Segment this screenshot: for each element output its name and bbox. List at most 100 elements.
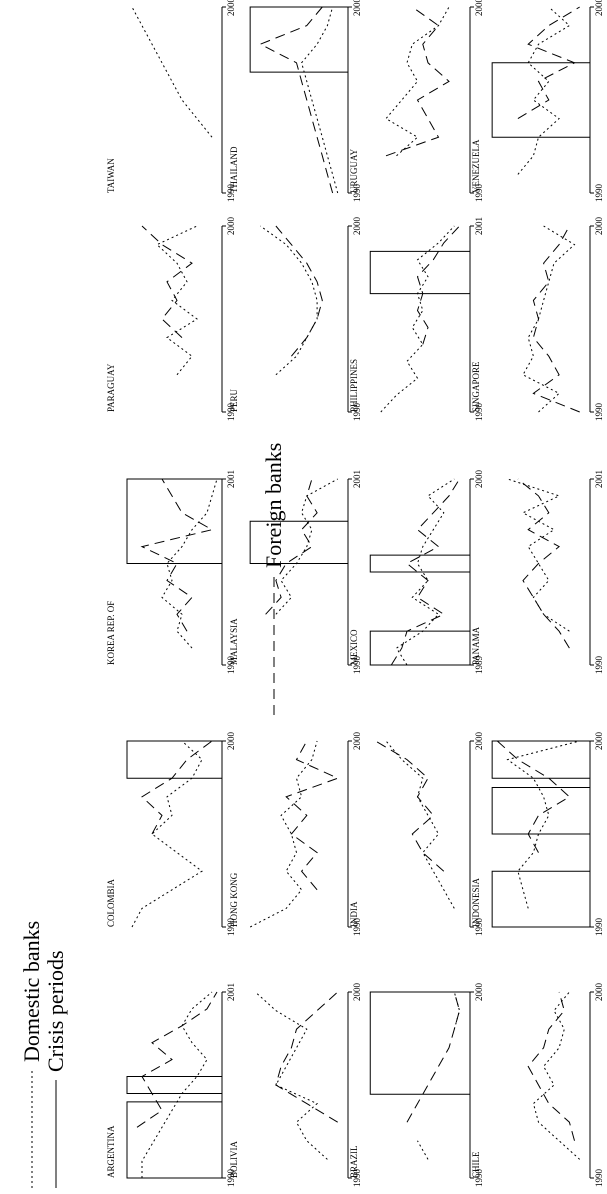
axis-tick-label: 1990 [594, 1169, 604, 1188]
panel-title: HONG KONG [229, 872, 239, 927]
axis-tick-label: 2000 [594, 732, 604, 751]
panel-title: PANAMA [471, 626, 481, 665]
axis-tick-label: 1990 [352, 184, 362, 203]
panel-title: VENEZUELA [471, 139, 481, 193]
panel-uruguay: 1990 2000 URUGUAY [349, 0, 484, 202]
panel-title: CHILE [471, 1151, 481, 1178]
panel-malaysia: 1990 2001 MALAYSIA [229, 470, 362, 674]
series-line-domestic-banks [517, 6, 571, 175]
series-line-foreign-banks [517, 6, 580, 120]
series-line-foreign-banks [275, 225, 323, 357]
series-line-domestic-banks [506, 740, 580, 909]
axis-tick-label: 2000 [594, 0, 604, 16]
series-line-foreign-banks [285, 740, 340, 891]
axis-tick-label: 1990 [594, 403, 604, 422]
series-line-domestic-banks [131, 6, 213, 138]
series-line-foreign-banks [141, 740, 213, 835]
series-line-foreign-banks [265, 478, 318, 615]
crisis-period [491, 740, 590, 779]
panel-paraguay: 1990 2000 PARAGUAY [106, 217, 236, 422]
crisis-period [369, 554, 470, 573]
panel-hong-kong: 1990 2000 HONG KONG [229, 732, 362, 937]
series-line-foreign-banks [532, 225, 580, 413]
axis-tick-label: 2000 [474, 732, 484, 751]
panel-title: INDIA [349, 901, 359, 927]
legend-foreign-label: Foreign banks [261, 443, 286, 568]
panel-thailand: 1990 2000 THAILAND [229, 0, 362, 202]
panel-peru: 1990 2000 PERU [229, 217, 362, 422]
series-line-foreign-banks [390, 478, 460, 666]
legend-domestic-label: Domestic banks [19, 921, 44, 1062]
axis-tick-label: 1990 [474, 918, 484, 937]
panel-brazil: 1990 2000 BRAZIL [349, 983, 484, 1188]
axis-tick-label: 1990 [226, 918, 236, 937]
panel-title: INDONESIA [471, 878, 481, 927]
panels: 1990 2001 ARGENTINA 1990 2000 BOLIVIA 1990 2000… [106, 0, 604, 1187]
axis-tick-label: 2000 [226, 0, 236, 16]
axis-tick-label: 2000 [474, 470, 484, 489]
crisis-period [491, 62, 590, 138]
panel-chile: 1990 2000 CHILE [471, 983, 604, 1188]
panel-title: THAILAND [229, 146, 239, 193]
axis-tick-label: 2000 [352, 217, 362, 236]
axis-tick-label: 2000 [226, 732, 236, 751]
panel-title: BOLIVIA [229, 1141, 239, 1178]
axis-tick-label: 1990 [474, 403, 484, 422]
axis-tick-label: 2000 [352, 983, 362, 1002]
panel-singapore: 1990 2000 SINGAPORE [471, 217, 604, 422]
series-line-foreign-banks [527, 991, 575, 1141]
series-line-domestic-banks [156, 225, 198, 376]
axis-tick-label: 2001 [594, 470, 604, 488]
crisis-period [249, 520, 348, 565]
panel-india: 1990 2000 INDIA [349, 732, 484, 937]
axis-tick-label: 2000 [594, 217, 604, 236]
series-line-domestic-banks [380, 225, 455, 413]
axis-tick-label: 1990 [594, 918, 604, 937]
panel-title: PHILIPPINES [349, 359, 359, 412]
axis-tick-label: 2001 [352, 470, 362, 488]
series-line-foreign-banks [259, 6, 334, 194]
series-line-domestic-banks [254, 991, 328, 1160]
panel-title: ARGENTINA [106, 1125, 116, 1178]
series-line-domestic-banks [522, 225, 576, 413]
panel-title: SINGAPORE [471, 361, 481, 412]
series-line-foreign-banks [385, 6, 450, 157]
axis-tick-label: 1990 [352, 403, 362, 422]
panel-title: PARAGUAY [106, 363, 116, 412]
series-line-domestic-banks [131, 740, 203, 928]
series-line-domestic-banks [532, 991, 581, 1160]
panel-title: MALAYSIA [229, 618, 239, 665]
crisis-period [491, 787, 590, 835]
panel-venezuela: 1990 2000 VENEZUELA [471, 0, 604, 202]
axis-tick-label: 2000 [474, 0, 484, 16]
axis-tick-label: 1990 [474, 1169, 484, 1188]
series-line-domestic-banks [249, 740, 318, 928]
axis-tick-label: 2000 [594, 983, 604, 1002]
axis-tick-label: 1990 [594, 184, 604, 203]
crisis-period [369, 250, 470, 295]
series-line-foreign-banks [141, 225, 193, 338]
series-line-domestic-banks [395, 478, 455, 666]
axis-tick-label: 2001 [474, 217, 484, 235]
crisis-period [126, 478, 222, 565]
series-line-foreign-banks [416, 225, 460, 345]
series-line-foreign-banks [140, 478, 214, 632]
axis-tick-label: 2001 [226, 470, 236, 488]
axis-tick-label: 2000 [352, 0, 362, 16]
axis-tick-label: 1989 [474, 656, 484, 675]
crisis-period [126, 1076, 222, 1094]
axis-tick-label: 2000 [226, 217, 236, 236]
crisis-period [369, 630, 470, 666]
panel-title: MEXICO [349, 629, 359, 665]
crisis-period [126, 740, 222, 779]
series-line-domestic-banks [141, 991, 213, 1178]
crisis-period [491, 870, 590, 928]
series-line-foreign-banks [406, 991, 461, 1123]
panel-korea-rep-of: 1990 2001 KOREA REP. OF [106, 470, 236, 674]
panel-title: BRAZIL [349, 1146, 359, 1179]
axis-tick-label: 1990 [594, 656, 604, 675]
panel-panama: 1990 2001 PANAMA [471, 470, 604, 674]
series-line-foreign-banks [375, 740, 445, 872]
panel-indonesia: 1990 2000 INDONESIA [471, 732, 604, 937]
